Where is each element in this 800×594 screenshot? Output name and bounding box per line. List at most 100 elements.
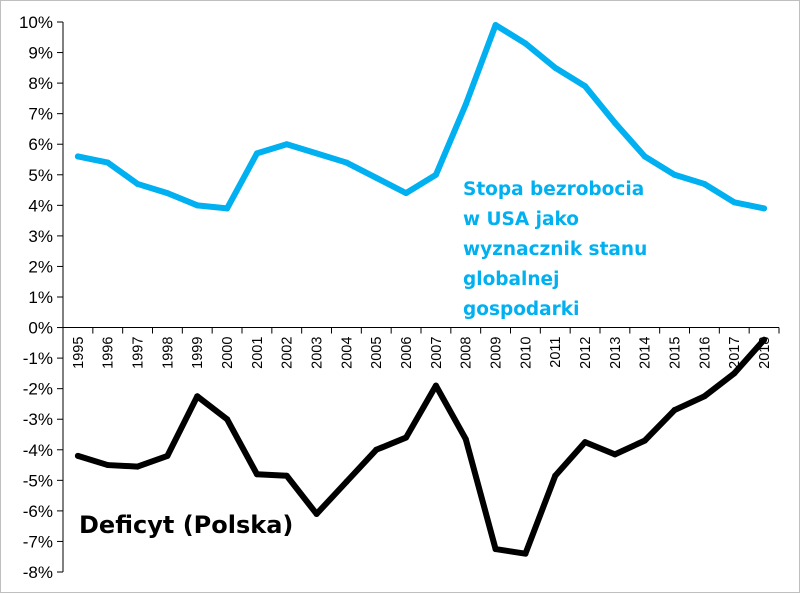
- series-0-point: [671, 171, 678, 178]
- x-tick-label: 2012: [578, 337, 594, 369]
- x-tick-label: 2009: [489, 337, 505, 369]
- x-tick-label: 1996: [101, 337, 117, 369]
- series-0-point: [731, 199, 738, 206]
- series-1-point: [74, 452, 81, 459]
- y-tick-label: -4%: [23, 441, 53, 460]
- series-0-point: [373, 174, 380, 181]
- series-1-point: [313, 510, 320, 517]
- series-1-point: [104, 462, 111, 469]
- y-tick-label: -2%: [23, 380, 53, 399]
- series-1-point: [492, 546, 499, 553]
- series-0-point: [522, 40, 529, 47]
- y-tick-label: 6%: [28, 135, 53, 154]
- series-0-point: [194, 202, 201, 209]
- series-1-point: [224, 416, 231, 423]
- series-1-point: [194, 393, 201, 400]
- x-tick-label: 2008: [459, 337, 475, 369]
- series-1-point: [134, 463, 141, 470]
- x-tick-label: 2007: [429, 337, 445, 369]
- series-1-point: [253, 471, 260, 478]
- x-tick-label: 2014: [638, 337, 654, 369]
- series-0-point: [283, 141, 290, 148]
- series-0-point: [224, 205, 231, 212]
- series-0-point: [343, 159, 350, 166]
- series-0-point: [432, 171, 439, 178]
- series-line-0: [74, 22, 768, 212]
- x-tick-label: 2010: [518, 337, 534, 369]
- series-1-point: [432, 382, 439, 389]
- y-tick-label: 2%: [28, 257, 53, 276]
- y-tick-label: -3%: [23, 410, 53, 429]
- annotation-text: Stopa bezrobocia: [463, 179, 644, 200]
- y-tick-label: 1%: [28, 288, 53, 307]
- series-1-point: [373, 446, 380, 453]
- series-0-point: [462, 101, 469, 108]
- y-tick-label: 5%: [28, 166, 53, 185]
- series-1-point: [611, 451, 618, 458]
- series-1-point: [462, 436, 469, 443]
- y-tick-label: -1%: [23, 349, 53, 368]
- y-tick-label: -7%: [23, 532, 53, 551]
- series-0-point: [403, 190, 410, 197]
- annotations: Stopa bezrobocia w USA jako wyznacznik sta…: [79, 179, 647, 539]
- series-line-1: [74, 336, 768, 557]
- series-0-point: [313, 150, 320, 157]
- series-0-point: [134, 180, 141, 187]
- annotation-text: globalnej: [463, 269, 559, 290]
- y-tick-label: 9%: [28, 44, 53, 63]
- series-1-point: [731, 370, 738, 377]
- x-tick-label: 1997: [131, 337, 147, 369]
- x-tick-label: 2006: [399, 337, 415, 369]
- series-0-point: [492, 22, 499, 29]
- y-tick-label: 8%: [28, 74, 53, 93]
- x-tick-label: 2002: [280, 337, 296, 369]
- x-tick-label: 1995: [71, 337, 87, 369]
- series-1-point: [671, 407, 678, 414]
- x-tick-label: 1999: [190, 337, 206, 369]
- series-1-point: [552, 472, 559, 479]
- x-tick-label: 2001: [250, 337, 266, 369]
- y-tick-label: 3%: [28, 227, 53, 246]
- x-tick-label: 2011: [548, 337, 564, 368]
- series-1-point: [343, 478, 350, 485]
- series-0-point: [164, 190, 171, 197]
- series-0-point: [641, 153, 648, 160]
- series-1-point: [641, 437, 648, 444]
- y-tick-label: 0%: [28, 319, 53, 338]
- annotation-text: w USA jako: [463, 209, 579, 230]
- y-tick-label: -6%: [23, 502, 53, 521]
- series-0-point: [582, 83, 589, 90]
- series-1-point: [164, 452, 171, 459]
- series-1-point: [582, 439, 589, 446]
- annotation-text: wyznacznik stanu: [463, 239, 647, 260]
- x-tick-label: 2004: [339, 337, 355, 369]
- y-tick-label: -5%: [23, 471, 53, 490]
- annotation-text: Deficyt (Polska): [79, 511, 293, 539]
- annotation-text: gospodarki: [463, 299, 579, 320]
- series-0-point: [761, 205, 768, 212]
- x-tick-label: 2017: [727, 337, 743, 369]
- x-tick-label: 2003: [310, 337, 326, 369]
- series-0-point: [104, 159, 111, 166]
- y-tick-label: 7%: [28, 105, 53, 124]
- x-tick-label: 2000: [220, 337, 236, 369]
- series-1-point: [283, 472, 290, 479]
- series-0-point: [253, 150, 260, 157]
- series-0-point: [552, 64, 559, 71]
- series-1-point: [403, 434, 410, 441]
- series-1-point: [761, 336, 768, 343]
- series-0-point: [611, 119, 618, 126]
- series-0-point: [701, 180, 708, 187]
- x-tick-label: 1998: [160, 337, 176, 369]
- x-axis: 1995 1996 1997 1998 1999 2000 2001 2002 2003 2004…: [62, 327, 780, 369]
- x-tick-label: 2013: [608, 337, 624, 369]
- series-1-point: [522, 550, 529, 557]
- series-0-point: [74, 153, 81, 160]
- series-layer: [74, 22, 768, 557]
- x-tick-label: 2015: [668, 337, 684, 369]
- x-tick-label: 2005: [369, 337, 385, 369]
- y-tick-label: 10%: [19, 13, 53, 32]
- x-tick-label: 2016: [697, 337, 713, 369]
